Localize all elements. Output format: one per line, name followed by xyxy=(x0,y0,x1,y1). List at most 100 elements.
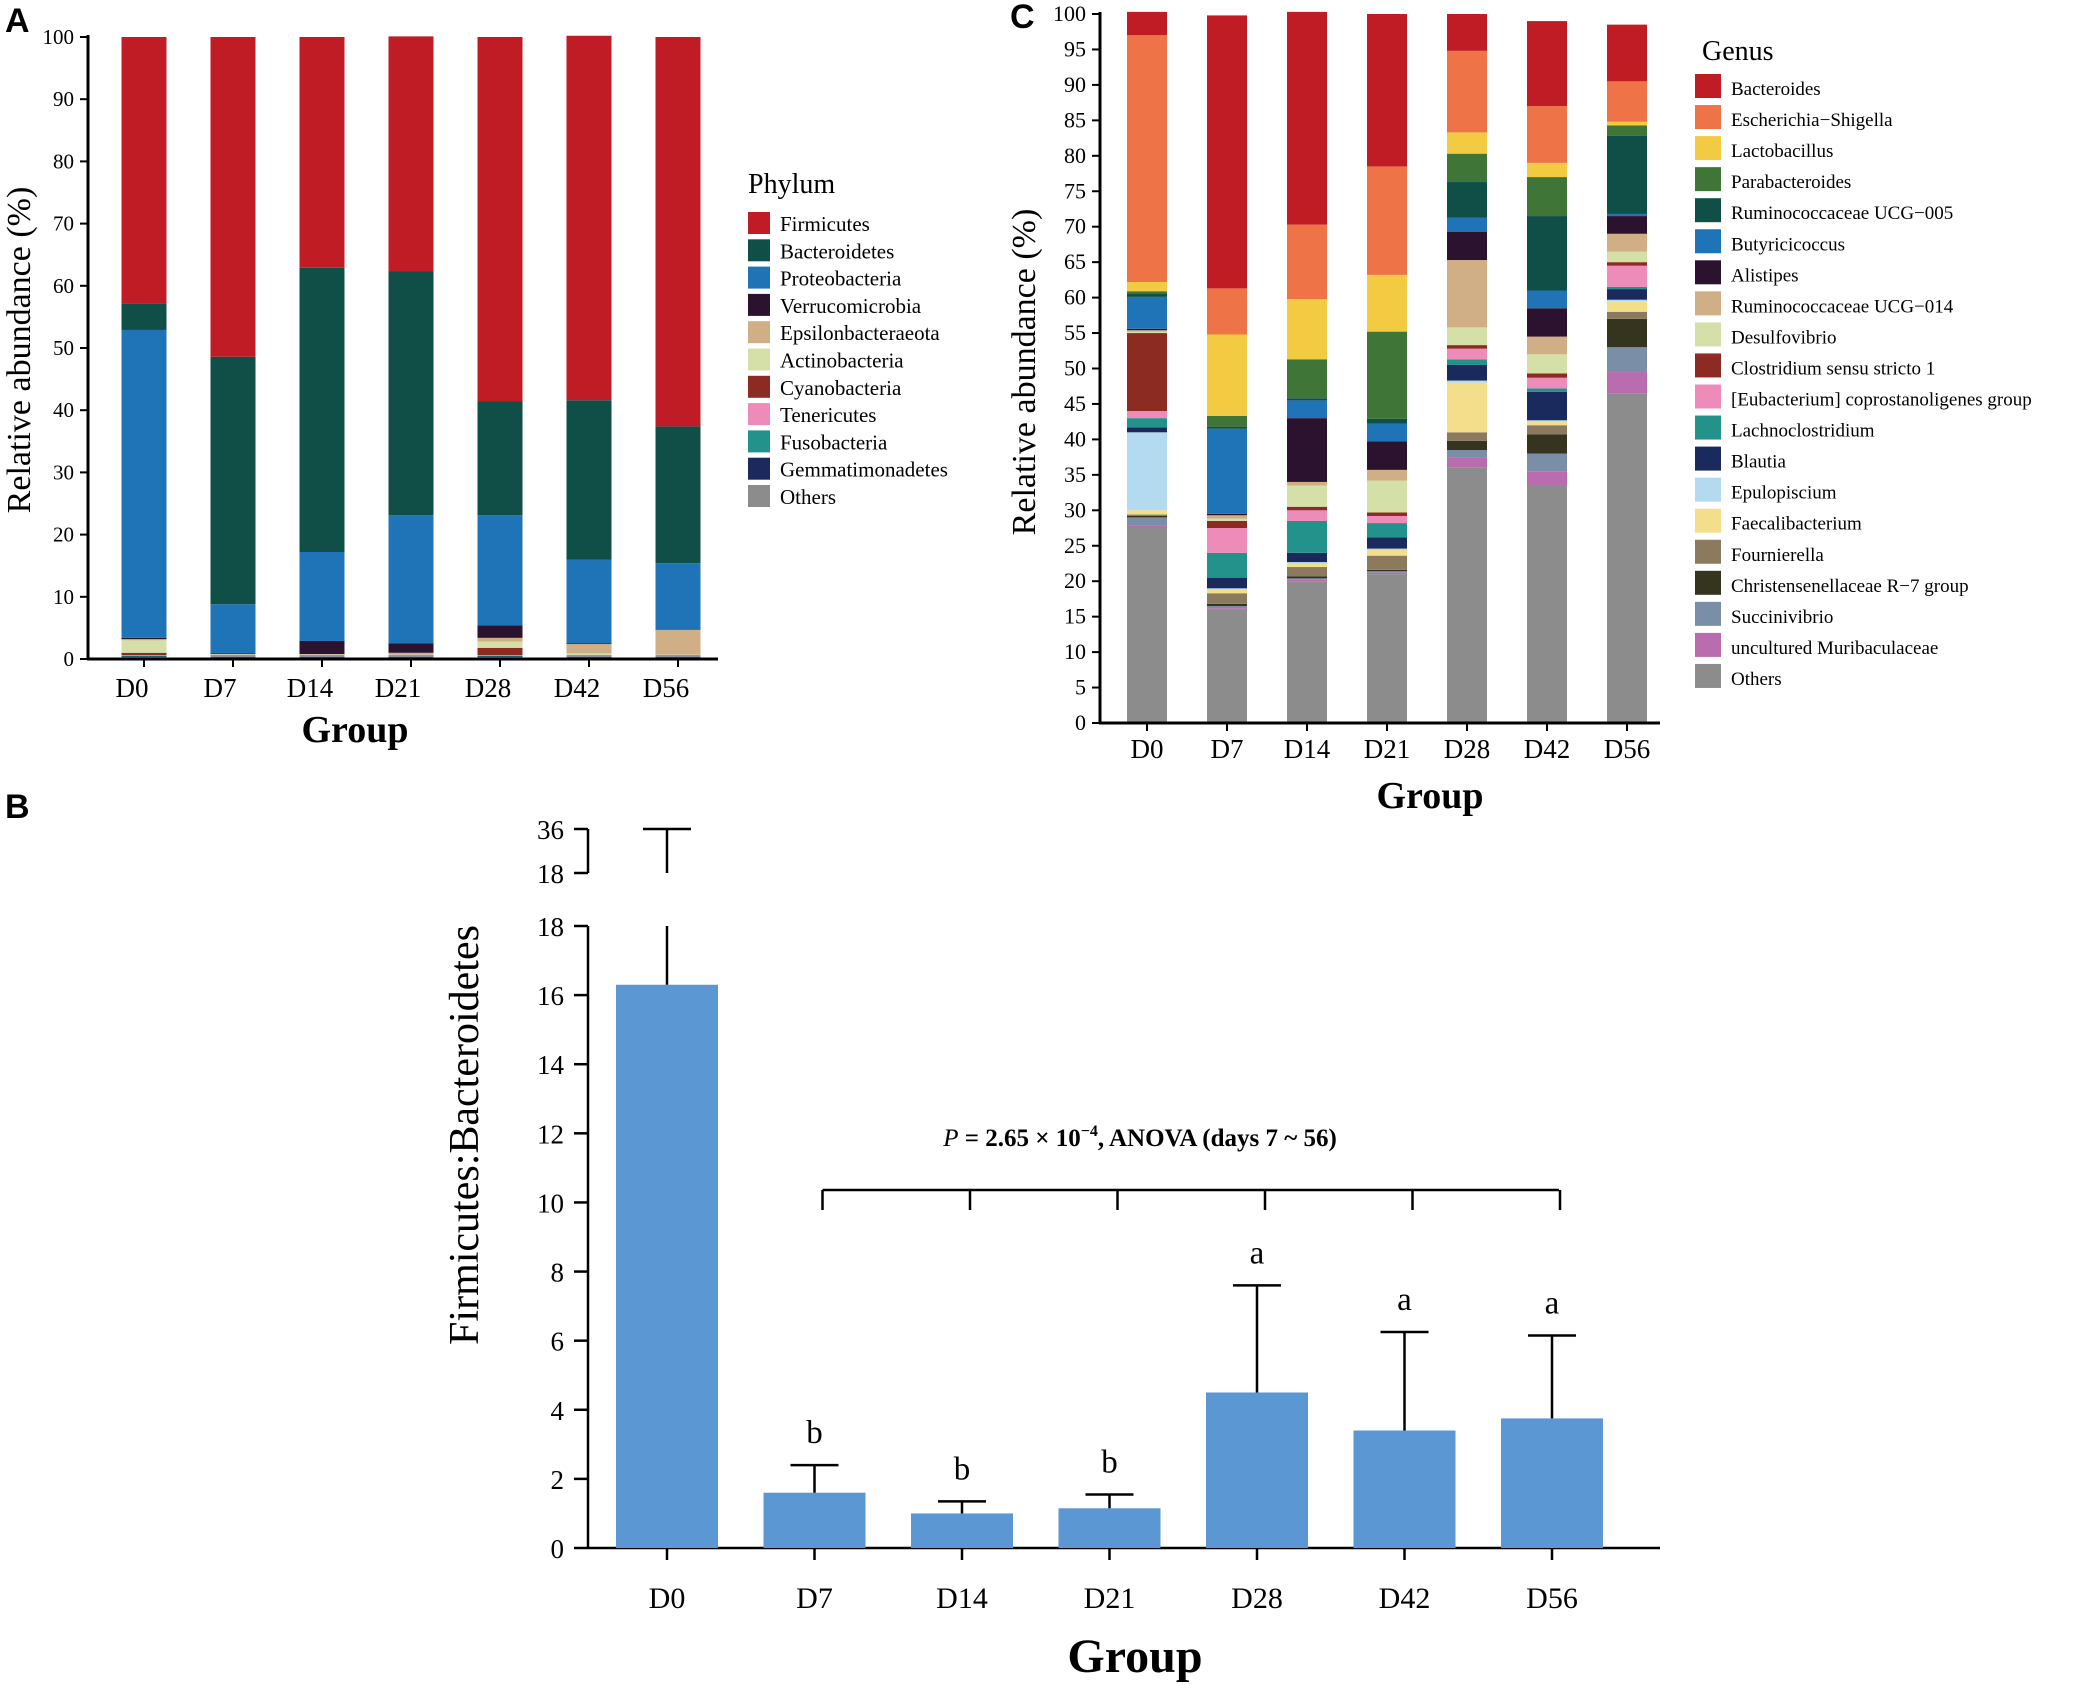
panel-c-y-tick-label: 95 xyxy=(1064,36,1086,61)
panel-a-bar-segment-d14-bacteroidetes xyxy=(299,267,345,553)
panel-b-y-tick-label: 6 xyxy=(551,1327,565,1357)
anova-exponent: −4 xyxy=(1081,1123,1098,1140)
panel-b-significance-d21: b xyxy=(1101,1444,1118,1480)
panel-c-bar-segment-d14-christensenellaceae-r-7-group xyxy=(1287,576,1327,579)
panel-a-bar-segment-d56-proteobacteria xyxy=(655,563,701,630)
panel-a-chart: 0 10 20 30 40 50 60 70 80 90 100 D0 D7 D14 D21 D28 D42 D5… xyxy=(1,25,948,751)
panel-c-bar-segment-d14-bacteroides xyxy=(1287,11,1327,225)
panel-c-y-tick-label: 75 xyxy=(1064,178,1086,203)
panel-c-bar-segment-d21-uncultured-muribaculaceae xyxy=(1367,572,1407,575)
panel-a-legend-label-others: Others xyxy=(780,485,836,509)
panel-c-y-tick-label: 10 xyxy=(1064,639,1086,664)
panel-a-bar-segment-d56-gemmatimonadetes xyxy=(655,657,701,658)
panel-c-bar-segment-d14-epulopiscium xyxy=(1287,562,1327,564)
panel-a-bar-segment-d14-proteobacteria xyxy=(299,552,345,641)
panel-a-legend-swatch-bacteroidetes xyxy=(748,239,770,262)
panel-c-bar-segment-d28-epulopiscium xyxy=(1447,380,1487,383)
panel-c-legend-swatch-escherichia-shigella xyxy=(1695,105,1721,130)
panel-c-bar-segment-d42-others xyxy=(1527,485,1567,723)
panel-a-bar-segment-d21-firmicutes xyxy=(388,36,434,272)
panel-a-y-tick-label: 80 xyxy=(53,149,74,173)
panel-c-legend-label-blautia: Blautia xyxy=(1731,452,1786,473)
panel-c-bar-segment-d56-fournierella xyxy=(1607,311,1647,319)
panel-c-bar-segment-d7-epulopiscium xyxy=(1207,588,1247,590)
panel-c-bar-segment-d56-succinivibrio xyxy=(1607,347,1647,373)
panel-b-y-tick-label: 0 xyxy=(551,1534,565,1564)
panel-a-bar-segment-d21-bacteroidetes xyxy=(388,271,434,516)
panel-c-bar-segment-d0-others xyxy=(1127,528,1167,723)
panel-c-bar-segment-d42-butyricicoccus xyxy=(1527,290,1567,309)
panel-c-bar-segment-d42-ruminococcaceae-ucg-014 xyxy=(1527,336,1567,355)
panel-c-x-tick-label-d28: D28 xyxy=(1444,734,1491,764)
panel-c-bar-segment-d21-butyricicoccus xyxy=(1367,423,1407,442)
panel-c-y-tick-label: 85 xyxy=(1064,107,1086,132)
panel-c-bar-segment-d7-others xyxy=(1207,609,1247,723)
panel-c-bar-segment-d14-ruminococcaceae-ucg-005 xyxy=(1287,398,1327,401)
panel-a-bar-segment-d56-verrucomicrobia xyxy=(655,629,701,630)
panel-c-bar-segment-d21-parabacteroides xyxy=(1367,331,1407,419)
panel-a-letter: A xyxy=(5,2,30,40)
panel-a-y-tick-label: 50 xyxy=(53,336,74,360)
panel-c-bar-segment-d14-butyricicoccus xyxy=(1287,400,1327,419)
panel-c-legend-label-ruminococcaceae-ucg-014: Ruminococcaceae UCG−014 xyxy=(1731,296,1954,317)
panel-c-letter: C xyxy=(1010,0,1035,36)
panel-c-x-tick-label-d7: D7 xyxy=(1211,734,1244,764)
panel-c-bar-segment-d7-ruminococcaceae-ucg-014 xyxy=(1207,515,1247,519)
panel-c-legend-swatch-blautia xyxy=(1695,446,1721,471)
panel-c-x-axis-title: Group xyxy=(1376,775,1483,817)
panel-a-bar-segment-d7-fusobacteria xyxy=(210,656,256,658)
panel-c-bar-segment-d42-fournierella xyxy=(1527,425,1567,435)
panel-b-y-tick-label-upper: 18 xyxy=(537,859,564,889)
panel-c-bar-segment-d28-ruminococcaceae-ucg-005 xyxy=(1447,182,1487,218)
panel-a-bar-segment-d28-actinobacteria xyxy=(477,641,523,648)
panel-c-bar-segment-d21-ruminococcaceae-ucg-005 xyxy=(1367,418,1407,424)
panel-a-bar-segment-d21-cyanobacteria xyxy=(388,655,434,656)
panel-c-bar-segment-d56-epulopiscium xyxy=(1607,299,1647,302)
panel-c-bar-segment-d28-alistipes xyxy=(1447,231,1487,261)
panel-c-y-tick-label: 90 xyxy=(1064,72,1086,97)
panel-a-bar-segment-d7-actinobacteria xyxy=(210,654,256,656)
panel-c-bar-segment-d21-others xyxy=(1367,574,1407,723)
panel-c-y-tick-label: 100 xyxy=(1053,1,1086,26)
panel-c-bar-segment-d42-eubacterium-coprostanoligenes-group xyxy=(1527,377,1567,389)
panel-c-bar-segment-d7-alistipes xyxy=(1207,513,1247,516)
anova-p-symbol: P xyxy=(942,1125,958,1152)
panel-a-x-tick-label-d14: D14 xyxy=(287,673,334,703)
panel-a-legend-label-verrucomicrobia: Verrucomicrobia xyxy=(780,294,922,318)
panel-b-bar-d0 xyxy=(616,984,718,1548)
panel-a-x-tick-label-d0: D0 xyxy=(116,673,149,703)
panel-a-bar-segment-d42-cyanobacteria xyxy=(566,655,612,656)
panel-b-y-axis-title: Firmicutes:Bacteroidetes xyxy=(442,925,488,1345)
panel-a-bar-segment-d28-proteobacteria xyxy=(477,515,523,626)
panel-c-bar-segment-d21-escherichia-shigella xyxy=(1367,166,1407,275)
panel-a-bar-segment-d0-verrucomicrobia xyxy=(121,637,167,640)
panel-a-legend-label-epsilonbacteraeota: Epsilonbacteraeota xyxy=(780,321,940,345)
panel-c-bar-segment-d28-lactobacillus xyxy=(1447,132,1487,154)
panel-c-bar-segment-d21-faecalibacterium xyxy=(1367,550,1407,556)
panel-c-legend-swatch-christensenellaceae-r-7-group xyxy=(1695,570,1721,595)
panel-c-bar-segment-d28-succinivibrio xyxy=(1447,450,1487,458)
panel-b-significance-d14: b xyxy=(954,1451,971,1487)
panel-c-bar-segment-d7-faecalibacterium xyxy=(1207,589,1247,594)
panel-c-bar-segment-d14-fournierella xyxy=(1287,567,1327,577)
panel-c-bar-segment-d7-parabacteroides xyxy=(1207,416,1247,427)
panel-c-bar-segment-d56-blautia xyxy=(1607,289,1647,300)
panel-c-legend-swatch-bacteroides xyxy=(1695,74,1721,98)
panel-c-y-tick-label: 5 xyxy=(1075,675,1086,700)
panel-a-x-tick-label-d42: D42 xyxy=(554,673,601,703)
panel-b-x-axis-title: Group xyxy=(1067,1630,1202,1683)
panel-c-x-tick-label-d21: D21 xyxy=(1364,734,1411,764)
panel-a-bar-segment-d42-gemmatimonadetes xyxy=(566,657,612,658)
anova-annotation: P = 2.65 × 10−4, ANOVA (days 7 ~ 56) xyxy=(942,1123,1337,1152)
panel-a-bar-segment-d0-tenericutes xyxy=(121,655,167,656)
panel-c-bar-segment-d56-uncultured-muribaculaceae xyxy=(1607,372,1647,394)
panel-a-bar-segment-d0-epsilonbacteraeota xyxy=(121,639,167,641)
panel-b-y-tick-label: 12 xyxy=(537,1119,564,1149)
panel-a-bar-segment-d56-cyanobacteria xyxy=(655,655,701,656)
panel-a-bar-segment-d7-bacteroidetes xyxy=(210,356,256,605)
panel-a-legend-swatch-others xyxy=(748,485,770,507)
panel-b-bar-d21 xyxy=(1058,1508,1161,1548)
panel-a-bar-segment-d28-gemmatimonadetes xyxy=(477,656,523,658)
panel-c-legend-label-butyricicoccus: Butyricicoccus xyxy=(1731,234,1845,255)
